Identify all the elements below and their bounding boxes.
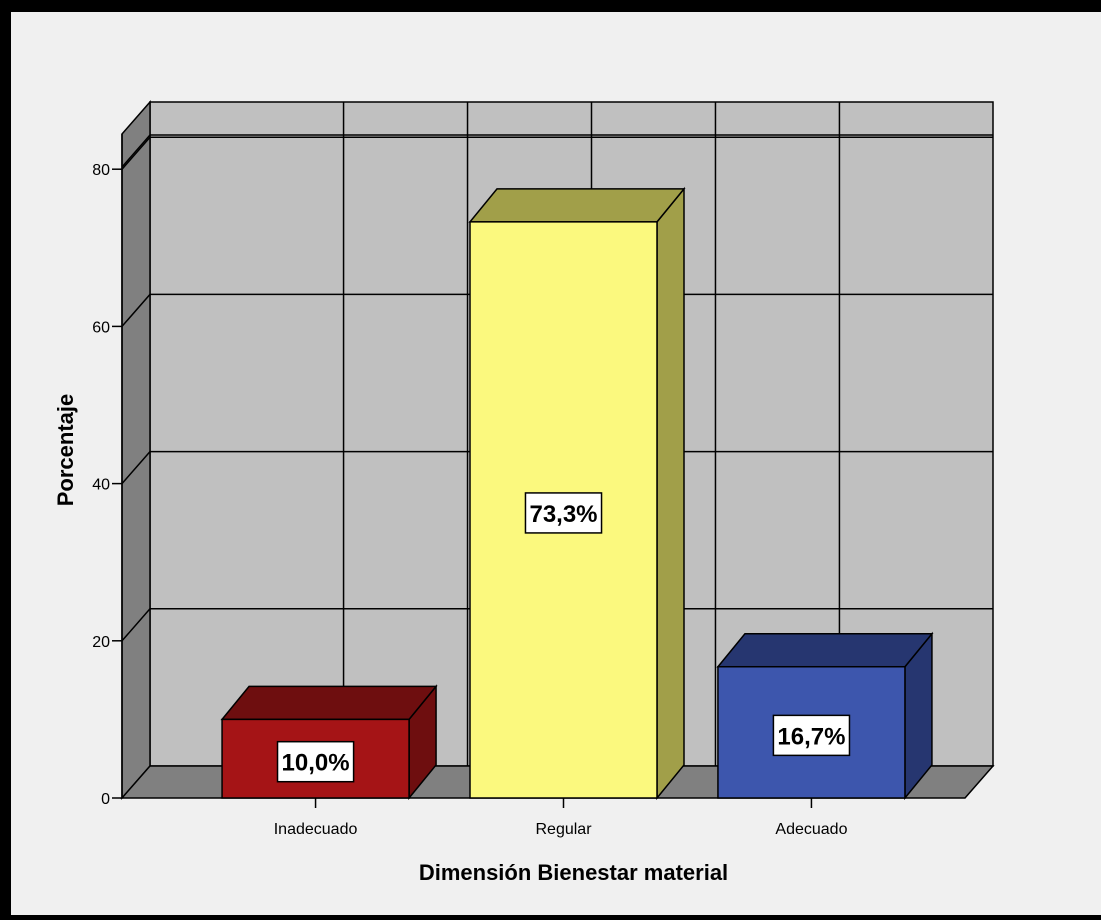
grid-line bbox=[121, 293, 151, 327]
y-tick-label: 0 bbox=[101, 791, 110, 808]
data-label-box bbox=[524, 492, 603, 534]
data-label: 10,0% bbox=[282, 750, 350, 777]
bar-regular: 73,3% bbox=[468, 186, 686, 801]
bar-adecuado: 16,7% bbox=[716, 631, 934, 801]
data-label: 16,7% bbox=[777, 723, 845, 750]
y-tick-label: 20 bbox=[92, 634, 110, 651]
y-tick-label: 80 bbox=[92, 162, 110, 179]
data-label: 73,3% bbox=[529, 501, 597, 528]
grid-line bbox=[121, 134, 151, 168]
bar-top bbox=[716, 632, 934, 668]
data-label-box bbox=[772, 714, 851, 757]
side-wall bbox=[121, 100, 151, 800]
bar-inadecuado: 10,0% bbox=[220, 684, 438, 801]
bar-side bbox=[656, 186, 685, 801]
y-tick-label: 40 bbox=[92, 477, 110, 494]
bar-top bbox=[220, 685, 438, 721]
x-tick-label: Regular bbox=[535, 821, 592, 838]
x-tick-label: Adecuado bbox=[775, 821, 847, 838]
y-axis-title: Porcentaje bbox=[53, 394, 78, 507]
x-axis-title: Dimensión Bienestar material bbox=[419, 860, 728, 885]
y-tick-label: 60 bbox=[92, 319, 110, 336]
y-axis: 0 20 40 60 80 bbox=[92, 134, 123, 808]
bars: 10,0% 73,3% 16,7% bbox=[220, 186, 934, 801]
bar-chart: 0 20 40 60 80 10,0% 73,3% 16,7% Inadecuado Regu… bbox=[53, 100, 995, 885]
grid-line bbox=[121, 136, 151, 170]
bar-top bbox=[468, 188, 686, 223]
grid-line bbox=[121, 608, 151, 642]
x-tick-label: Inadecuado bbox=[274, 821, 358, 838]
grid-line bbox=[121, 451, 151, 485]
x-axis: Inadecuado Regular Adecuado bbox=[274, 798, 848, 838]
data-label-box bbox=[276, 740, 355, 783]
